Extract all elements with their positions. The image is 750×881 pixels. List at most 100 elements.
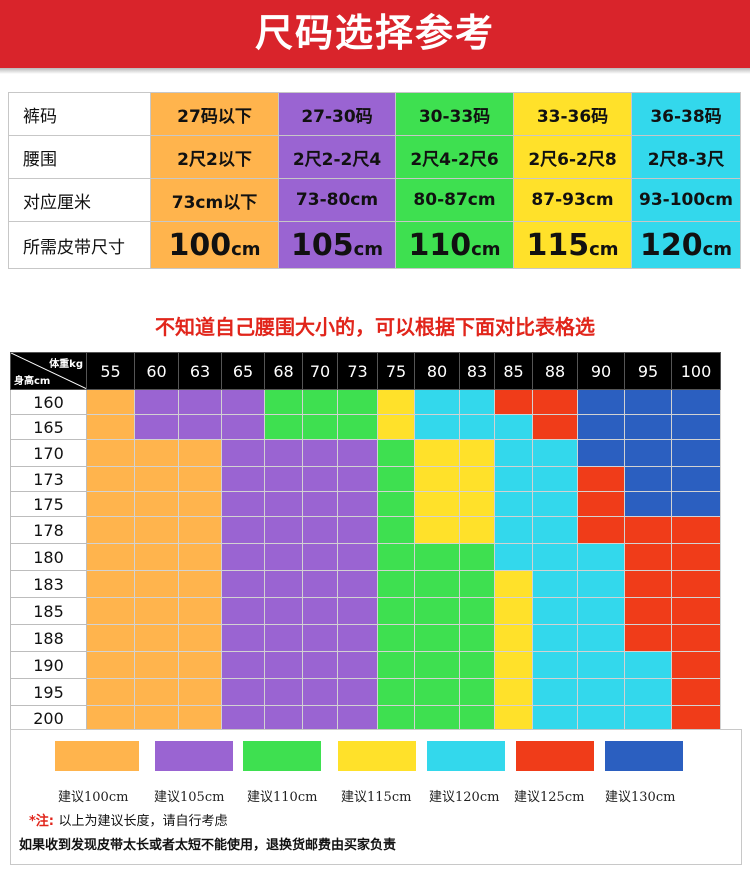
legend-label: 建议120cm xyxy=(429,790,500,805)
grid-cell xyxy=(494,466,533,492)
grid-cell xyxy=(624,439,672,467)
legend-swatch xyxy=(605,741,683,771)
grid-cell xyxy=(178,439,222,467)
weight-header: 55 xyxy=(86,352,135,390)
grid-cell xyxy=(671,491,721,517)
grid-cell xyxy=(178,516,222,544)
weight-header: 73 xyxy=(337,352,378,390)
grid-cell xyxy=(459,624,495,652)
grid-cell xyxy=(377,389,415,415)
grid-cell xyxy=(577,491,625,517)
grid-cell xyxy=(264,624,303,652)
legend-label: 建议125cm xyxy=(514,790,585,805)
grid-cell xyxy=(671,414,721,440)
grid-cell xyxy=(134,491,179,517)
grid-cell xyxy=(414,705,460,731)
grid-cell xyxy=(86,389,135,415)
grid-cell xyxy=(624,705,672,731)
grid-cell xyxy=(221,414,265,440)
belt-size-cell: 115cm xyxy=(513,221,632,269)
grid-cell xyxy=(577,651,625,679)
grid-cell xyxy=(302,651,338,679)
grid-cell xyxy=(624,516,672,544)
grid-cell xyxy=(264,414,303,440)
corner-cell: 体重kg 身高cm xyxy=(10,352,87,390)
height-label: 188 xyxy=(10,624,87,652)
grid-cell xyxy=(264,543,303,571)
grid-cell xyxy=(86,651,135,679)
grid-cell xyxy=(86,439,135,467)
grid-cell xyxy=(221,678,265,706)
grid-cell xyxy=(337,491,378,517)
height-label: 160 xyxy=(10,389,87,415)
grid-cell xyxy=(494,678,533,706)
grid-cell xyxy=(337,516,378,544)
grid-cell xyxy=(671,705,721,731)
grid-cell xyxy=(671,624,721,652)
grid-cell xyxy=(302,491,338,517)
grid-cell xyxy=(337,678,378,706)
height-label: 183 xyxy=(10,570,87,598)
grid-cell xyxy=(494,414,533,440)
grid-cell xyxy=(624,570,672,598)
grid-cell xyxy=(671,597,721,625)
belt-value: 100 xyxy=(168,227,232,263)
row-label: 腰围 xyxy=(8,135,151,179)
height-label: 165 xyxy=(10,414,87,440)
grid-cell xyxy=(377,439,415,467)
grid-cell xyxy=(624,651,672,679)
grid-cell xyxy=(494,543,533,571)
size-cell: 2尺2以下 xyxy=(150,135,279,179)
grid-cell xyxy=(134,705,179,731)
grid-cell xyxy=(337,651,378,679)
grid-cell xyxy=(377,466,415,492)
grid-cell xyxy=(577,389,625,415)
belt-unit: cm xyxy=(353,238,384,260)
grid-cell xyxy=(221,624,265,652)
grid-cell xyxy=(459,678,495,706)
grid-cell xyxy=(494,491,533,517)
grid-cell xyxy=(86,624,135,652)
height-row: 190 xyxy=(10,651,721,679)
grid-cell xyxy=(264,466,303,492)
grid-cell xyxy=(624,597,672,625)
grid-cell xyxy=(532,466,578,492)
grid-cell xyxy=(671,516,721,544)
grid-cell xyxy=(532,414,578,440)
legend: 建议100cm 建议105cm 建议110cm 建议115cm 建议120cm 建议125… xyxy=(10,729,742,865)
height-row: 188 xyxy=(10,624,721,652)
legend-label: 建议130cm xyxy=(605,790,676,805)
belt-value: 120 xyxy=(639,227,703,263)
grid-cell xyxy=(377,516,415,544)
grid-cell xyxy=(671,678,721,706)
pant-size-row: 裤码 27码以下 27-30码 30-33码 33-36码 36-38码 xyxy=(8,92,741,136)
grid-cell xyxy=(671,543,721,571)
weight-header: 70 xyxy=(302,352,338,390)
note-return-policy: 如果收到发现皮带太长或者太短不能使用，退换货邮费由买家负责 xyxy=(19,838,397,853)
grid-cell xyxy=(532,678,578,706)
grid-cell xyxy=(302,439,338,467)
corner-weight-label: 体重kg xyxy=(49,359,83,370)
size-cell: 33-36码 xyxy=(513,92,632,136)
grid-cell xyxy=(624,543,672,571)
size-cell: 80-87cm xyxy=(395,178,514,222)
size-lookup-table: 体重kg 身高cm 55 60 63 65 68 70 73 75 80 83 85 88 90 95 100 1… xyxy=(10,352,721,731)
row-label: 所需皮带尺寸 xyxy=(8,221,151,269)
grid-cell xyxy=(577,570,625,598)
grid-cell xyxy=(494,516,533,544)
weight-header: 95 xyxy=(624,352,672,390)
grid-cell xyxy=(264,651,303,679)
legend-label: 建议105cm xyxy=(154,790,225,805)
belt-unit: cm xyxy=(231,238,261,260)
size-cell: 93-100cm xyxy=(631,178,741,222)
belt-size-cell: 120cm xyxy=(631,221,741,269)
legend-label: 建议115cm xyxy=(341,790,412,805)
grid-cell xyxy=(459,570,495,598)
grid-cell xyxy=(494,597,533,625)
grid-cell xyxy=(494,570,533,598)
grid-cell xyxy=(134,414,179,440)
grid-cell xyxy=(302,570,338,598)
grid-cell xyxy=(494,624,533,652)
row-label: 裤码 xyxy=(8,92,151,136)
grid-cell xyxy=(494,389,533,415)
